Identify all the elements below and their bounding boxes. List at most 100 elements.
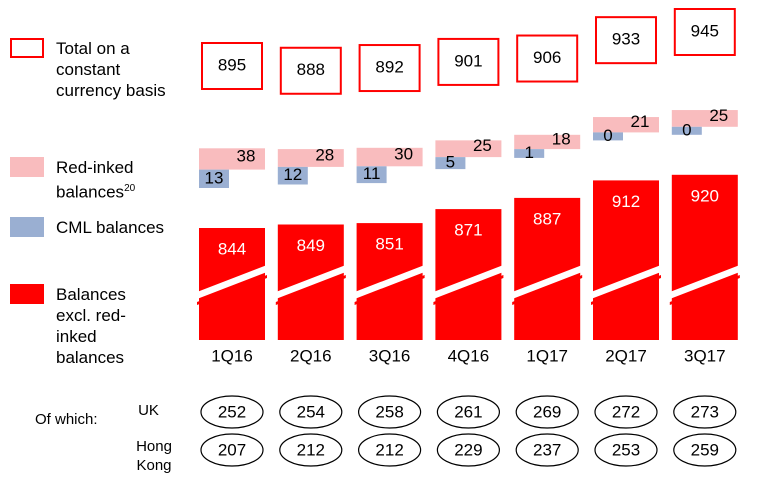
data-label: 895	[218, 55, 246, 74]
data-label: 252	[218, 402, 246, 421]
oval	[358, 433, 422, 467]
axis-break	[669, 275, 740, 305]
bar	[593, 180, 659, 340]
data-label: 273	[691, 402, 719, 421]
bar	[199, 148, 265, 170]
data-label: 906	[533, 48, 561, 67]
x-tick-label: 4Q16	[448, 346, 490, 365]
legend-item: Total on a constant currency basis	[10, 38, 166, 101]
legend-swatch	[10, 38, 44, 58]
total-box	[201, 42, 263, 90]
legend-item: CML balances	[10, 217, 166, 238]
total-box	[279, 46, 342, 95]
total-box	[673, 8, 736, 56]
bar	[671, 174, 738, 340]
legend-item: Balances excl. red-inked balances	[10, 284, 151, 368]
data-label: 888	[297, 60, 325, 79]
bar	[514, 149, 545, 158]
axis-break	[591, 265, 661, 299]
data-label: 30	[394, 145, 413, 164]
row-label: Hong Kong	[136, 438, 172, 474]
legend-swatch	[10, 217, 44, 237]
legend-label: CML balances	[56, 218, 165, 237]
data-label: 229	[454, 440, 482, 459]
data-label: 5	[446, 153, 455, 172]
data-label: 933	[612, 30, 640, 49]
total-box	[595, 16, 657, 65]
breakdown-title: Of which:	[35, 411, 98, 428]
data-label: 254	[297, 402, 325, 421]
data-label: 0	[682, 120, 691, 139]
bar	[593, 117, 659, 133]
total-box	[358, 44, 421, 93]
oval	[200, 395, 264, 429]
oval	[594, 433, 658, 467]
data-label: 0	[603, 126, 612, 145]
total-box	[516, 34, 579, 83]
data-label: 912	[612, 192, 640, 211]
bar	[356, 166, 387, 184]
data-label: 272	[612, 402, 640, 421]
data-label: 28	[315, 145, 334, 164]
data-label: 258	[375, 402, 403, 421]
legend-label: Red-inked balances20	[56, 157, 166, 203]
axis-break	[197, 265, 267, 299]
total-box	[437, 37, 500, 86]
data-label: 212	[375, 440, 403, 459]
oval	[279, 395, 343, 429]
axis-break	[512, 265, 583, 299]
legend-label: Balances excl. red-inked balances	[56, 285, 126, 367]
axis-break	[669, 265, 740, 299]
data-label: 18	[552, 129, 571, 148]
data-label: 13	[205, 168, 224, 187]
legend-swatch	[10, 284, 44, 304]
x-tick-label: 3Q17	[684, 346, 726, 365]
x-tick-label: 2Q16	[290, 346, 332, 365]
x-tick-label: 2Q17	[605, 346, 647, 365]
oval	[594, 395, 658, 429]
data-label: 887	[533, 209, 561, 228]
data-label: 871	[454, 221, 482, 240]
bar	[199, 169, 229, 188]
data-label: 920	[691, 186, 719, 205]
bar	[514, 134, 581, 150]
data-label: 269	[533, 402, 561, 421]
bar	[435, 140, 502, 158]
data-label: 12	[283, 165, 302, 184]
data-label: 844	[218, 239, 246, 258]
data-label: 25	[709, 106, 728, 125]
data-label: 849	[297, 236, 325, 255]
data-label: 38	[237, 146, 256, 165]
oval	[436, 395, 500, 429]
oval	[200, 433, 264, 467]
oval	[673, 433, 737, 467]
x-tick-label: 1Q17	[526, 346, 568, 365]
legend-item: Red-inked balances20	[10, 157, 166, 203]
data-label: 21	[631, 112, 650, 131]
data-label: 851	[375, 235, 403, 254]
bar	[277, 149, 344, 167]
row-label: UK	[138, 402, 159, 419]
axis-break	[433, 265, 504, 299]
axis-break	[197, 275, 267, 305]
oval	[358, 395, 422, 429]
data-label: 25	[473, 136, 492, 155]
superscript: 20	[124, 183, 136, 194]
data-label: 11	[363, 164, 381, 183]
data-label: 945	[691, 21, 719, 40]
bar	[671, 126, 702, 135]
bar	[356, 147, 423, 167]
legend-label: Total on a constant currency basis	[56, 39, 166, 100]
axis-break	[354, 275, 425, 305]
axis-break	[433, 275, 504, 305]
oval	[673, 395, 737, 429]
legend-swatch	[10, 157, 44, 177]
x-tick-label: 1Q16	[211, 346, 253, 365]
data-label: 237	[533, 440, 561, 459]
axis-break	[354, 265, 425, 299]
bar	[671, 110, 738, 127]
oval	[279, 433, 343, 467]
bar	[277, 166, 308, 185]
